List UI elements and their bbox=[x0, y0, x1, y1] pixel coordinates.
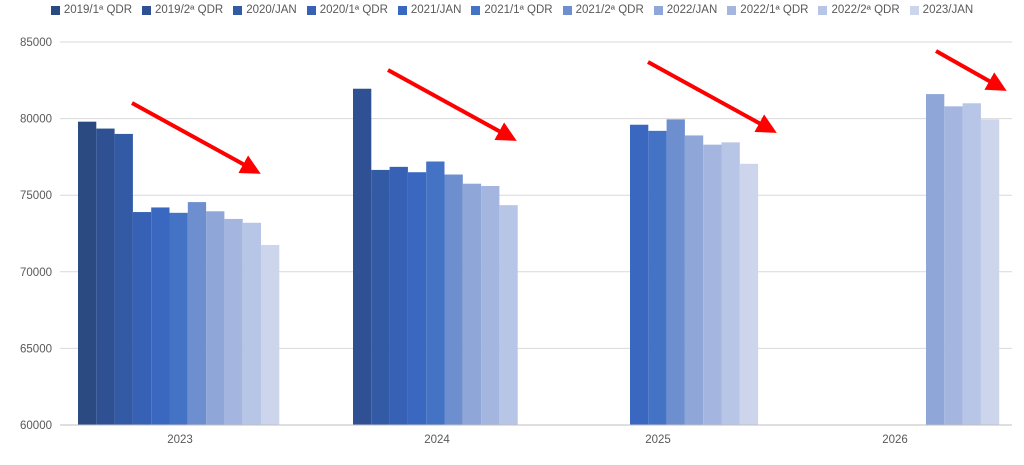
bar bbox=[980, 119, 1000, 425]
bar bbox=[962, 103, 981, 425]
legend-label: 2021/2ª QDR bbox=[575, 4, 644, 16]
bar bbox=[666, 119, 685, 425]
y-tick-label: 75000 bbox=[20, 190, 52, 202]
bar bbox=[499, 205, 518, 425]
bar bbox=[739, 163, 759, 425]
y-tick-label: 80000 bbox=[20, 114, 52, 126]
legend-item: 2020/1ª QDR bbox=[306, 4, 388, 16]
legend-swatch bbox=[909, 5, 919, 15]
chart-legend: 2019/1ª QDR 2019/2ª QDR 2020/JAN 2020/1ª QD… bbox=[0, 4, 1024, 16]
bar bbox=[78, 121, 97, 425]
legend-item: 2019/1ª QDR bbox=[50, 4, 132, 16]
bar bbox=[444, 174, 463, 425]
bar bbox=[926, 94, 945, 425]
bar bbox=[426, 161, 445, 425]
legend-label: 2020/JAN bbox=[246, 4, 297, 16]
legend-item: 2021/2ª QDR bbox=[562, 4, 644, 16]
legend-label: 2023/JAN bbox=[922, 4, 974, 16]
legend-item: 2019/2ª QDR bbox=[142, 4, 223, 16]
bar bbox=[371, 169, 390, 425]
legend-swatch bbox=[653, 5, 663, 15]
bar bbox=[944, 106, 963, 426]
x-tick-label: 2025 bbox=[645, 434, 671, 446]
bar bbox=[224, 218, 243, 425]
bar bbox=[721, 142, 740, 425]
legend-item: 2022/JAN bbox=[653, 4, 718, 16]
y-tick-label: 60000 bbox=[20, 420, 52, 432]
legend-swatch bbox=[562, 5, 572, 15]
y-tick-label: 65000 bbox=[20, 343, 52, 355]
legend-swatch bbox=[471, 5, 481, 15]
trend-arrow bbox=[387, 68, 517, 141]
bar bbox=[353, 88, 372, 425]
bar bbox=[703, 144, 722, 426]
legend-item: 2021/JAN bbox=[397, 4, 462, 16]
legend-label: 2022/JAN bbox=[666, 4, 718, 16]
legend-item: 2022/2ª QDR bbox=[818, 4, 900, 16]
y-tick-label: 85000 bbox=[20, 37, 52, 49]
x-tick-label: 2024 bbox=[424, 434, 450, 446]
bar bbox=[407, 172, 427, 425]
bar bbox=[462, 183, 482, 425]
y-tick-label: 70000 bbox=[20, 267, 52, 279]
trend-arrow bbox=[935, 49, 1007, 91]
trend-arrow bbox=[647, 60, 777, 133]
legend-label: 2019/2ª QDR bbox=[155, 4, 224, 16]
bar bbox=[114, 133, 133, 426]
legend-label: 2019/1ª QDR bbox=[63, 4, 132, 16]
legend-item: 2020/JAN bbox=[233, 4, 297, 16]
legend-label: 2020/1ª QDR bbox=[319, 4, 388, 16]
bar bbox=[151, 207, 170, 425]
legend-item: 2022/1ª QDR bbox=[727, 4, 808, 16]
bar bbox=[96, 128, 115, 426]
legend-swatch bbox=[727, 5, 737, 15]
legend-swatch bbox=[50, 5, 60, 15]
bar bbox=[132, 212, 152, 425]
legend-label: 2022/1ª QDR bbox=[740, 4, 809, 16]
legend-swatch bbox=[306, 5, 316, 15]
legend-item: 2021/1ª QDR bbox=[471, 4, 553, 16]
bar bbox=[481, 186, 500, 425]
bar bbox=[684, 135, 704, 425]
bar bbox=[389, 166, 408, 425]
x-tick-label: 2023 bbox=[167, 434, 193, 446]
bar bbox=[242, 222, 261, 425]
trend-arrow bbox=[131, 101, 261, 174]
bar bbox=[648, 130, 667, 425]
bar bbox=[630, 124, 649, 425]
legend-label: 2021/1ª QDR bbox=[484, 4, 553, 16]
legend-swatch bbox=[142, 5, 151, 15]
bar bbox=[206, 211, 225, 425]
legend-swatch bbox=[818, 5, 828, 15]
legend-label: 2021/JAN bbox=[410, 4, 462, 16]
x-tick-label: 2026 bbox=[882, 434, 908, 446]
bar bbox=[261, 244, 280, 425]
bar bbox=[187, 202, 207, 425]
legend-swatch bbox=[233, 5, 243, 15]
legend-label: 2022/2ª QDR bbox=[831, 4, 900, 16]
legend-item: 2023/JAN bbox=[909, 4, 974, 16]
bar bbox=[169, 212, 188, 425]
legend-swatch bbox=[397, 5, 407, 15]
